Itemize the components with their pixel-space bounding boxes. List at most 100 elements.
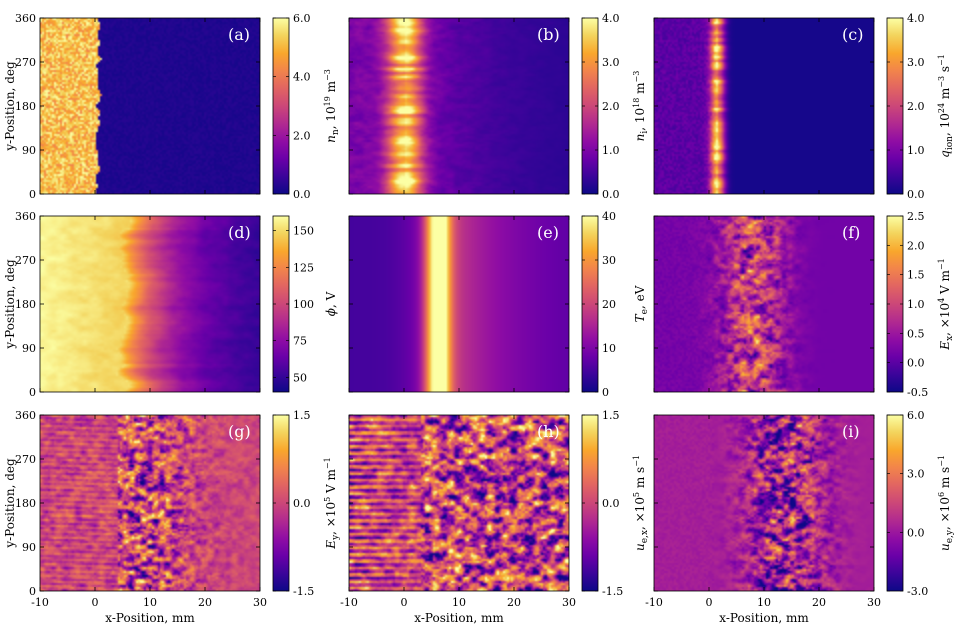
x-tick-label: 30 — [562, 596, 576, 609]
colorbar-tick-label: 150 — [293, 225, 314, 238]
colorbar-tick-label: 0.0 — [293, 188, 311, 201]
heatmap-image — [40, 216, 260, 392]
y-tick-label: 90 — [22, 342, 36, 355]
heatmap-image — [40, 18, 260, 194]
x-tick-label: -10 — [31, 596, 49, 609]
colorbar-tick-label: 4.0 — [293, 71, 311, 84]
y-tick-label: 270 — [15, 56, 36, 69]
colorbar-tick-label: 1.5 — [602, 409, 620, 422]
panel-label: (c) — [842, 25, 863, 44]
colorbar-label: ue,x, ×105 m s−1 — [632, 455, 650, 551]
colorbar-tick-label: 3.0 — [907, 468, 925, 481]
colorbar-tick-label: 1.0 — [907, 298, 925, 311]
colorbar-tick-label: 30 — [602, 254, 616, 267]
heatmap-image — [349, 216, 569, 392]
y-tick-label: 180 — [15, 298, 36, 311]
colorbar — [886, 414, 904, 592]
colorbar-tick-label: 100 — [293, 298, 314, 311]
y-tick-label: 270 — [15, 453, 36, 466]
y-tick-label: 90 — [22, 541, 36, 554]
panel-f: (f) -0.5 0.0 0.5 1.0 1.5 2.0 2.5 Ex, ×104 V m−1 — [653, 210, 954, 399]
x-tick-label: 10 — [757, 596, 771, 609]
colorbar-tick-label: 2.0 — [602, 100, 620, 113]
y-tick-label: 270 — [15, 254, 36, 267]
y-tick-label: 90 — [22, 144, 36, 157]
panel-e: (e) 0 10 20 30 40 Te, eV — [348, 210, 650, 399]
colorbar-tick-label: -1.5 — [602, 585, 623, 598]
colorbar-tick-label: 4.0 — [907, 12, 925, 25]
x-tick-label: -10 — [340, 596, 358, 609]
heatmap-image — [349, 18, 569, 194]
heatmap-image — [654, 216, 874, 392]
panel-i: (i) -10 0 10 20 30 x-Position, mm -3.0 0.0 3.0 6.0… — [645, 409, 954, 625]
colorbar-tick-label: 0.5 — [907, 327, 925, 340]
colorbar-tick-label: 2.0 — [907, 239, 925, 252]
y-axis-label: y-Position, deg — [3, 458, 17, 549]
y-tick-label: 360 — [15, 210, 36, 223]
panel-label: (b) — [537, 25, 560, 44]
panel-label: (f) — [842, 223, 860, 242]
y-tick-label: 180 — [15, 497, 36, 510]
colorbar-tick-label: 2.0 — [293, 129, 311, 142]
colorbar-tick-label: -0.5 — [907, 386, 928, 399]
colorbar-label: ϕ, V — [324, 291, 338, 316]
panel-h: (h) -10 0 10 20 30 x-Position, mm -1.5 0.0 1.5 ue,… — [340, 409, 650, 625]
x-axis-label: x-Position, mm — [105, 611, 195, 625]
colorbar-tick-label: 40 — [602, 210, 616, 223]
colorbar-tick-label: 4.0 — [602, 12, 620, 25]
y-tick-label: 0 — [29, 585, 36, 598]
colorbar-tick-label: 3.0 — [602, 56, 620, 69]
x-tick-label: -10 — [645, 596, 663, 609]
colorbar-label: Ey, ×105 V m−1 — [323, 457, 341, 549]
panel-label: (e) — [537, 223, 559, 242]
colorbar-tick-label: 0.0 — [602, 188, 620, 201]
x-tick-label: 10 — [452, 596, 466, 609]
y-tick-label: 0 — [29, 188, 36, 201]
colorbar-tick-label: 1.0 — [907, 144, 925, 157]
panel-label: (h) — [537, 422, 560, 441]
colorbar-tick-label: 6.0 — [907, 409, 925, 422]
colorbar-tick-label: 125 — [293, 261, 314, 274]
colorbar-tick-label: 20 — [602, 298, 616, 311]
colorbar-tick-label: 1.5 — [293, 409, 311, 422]
x-tick-label: 30 — [867, 596, 881, 609]
x-tick-label: 10 — [143, 596, 157, 609]
y-tick-label: 180 — [15, 100, 36, 113]
x-tick-label: 20 — [507, 596, 521, 609]
colorbar-label: nn, 1019 m−3 — [323, 69, 341, 143]
y-tick-label: 360 — [15, 12, 36, 25]
colorbar-tick-label: 0.0 — [293, 497, 311, 510]
colorbar — [272, 17, 290, 195]
x-tick-label: 0 — [401, 596, 408, 609]
colorbar-tick-label: 0.0 — [907, 188, 925, 201]
panel-label: (d) — [228, 223, 251, 242]
x-tick-label: 0 — [706, 596, 713, 609]
colorbar-label: qion, 1024 m−3 s−1 — [937, 54, 954, 158]
panel-d: (d) 0 90 180 270 360 y-Position, deg 50 75 100 125… — [3, 210, 338, 399]
y-axis-label: y-Position, deg — [3, 259, 17, 350]
x-tick-label: 0 — [92, 596, 99, 609]
x-axis-label: x-Position, mm — [414, 611, 504, 625]
colorbar-tick-label: 0.0 — [907, 526, 925, 539]
y-axis-label: y-Position, deg — [3, 61, 17, 152]
colorbar-label: Te, eV — [633, 285, 650, 322]
x-tick-label: 20 — [198, 596, 212, 609]
colorbar-tick-label: 1.5 — [907, 269, 925, 282]
x-tick-label: 20 — [812, 596, 826, 609]
colorbar-tick-label: 0.0 — [602, 497, 620, 510]
colorbar-tick-label: 2.0 — [907, 100, 925, 113]
colorbar-tick-label: 75 — [293, 335, 307, 348]
colorbar-tick-label: 6.0 — [293, 12, 311, 25]
panel-b: (b) 0.0 1.0 2.0 3.0 4.0 ni, 1018 m−3 — [348, 12, 650, 201]
colorbar-tick-label: 0 — [602, 386, 609, 399]
x-tick-label: 30 — [253, 596, 267, 609]
colorbar-label: ue,y, ×106 m s−1 — [937, 455, 954, 551]
panel-label: (g) — [228, 422, 251, 441]
colorbar-tick-label: 1.0 — [602, 144, 620, 157]
colorbar-tick-label: 10 — [602, 342, 616, 355]
colorbar-label: Ex, ×104 V m−1 — [937, 258, 954, 350]
panel-label: (a) — [228, 25, 250, 44]
panel-a: (a) 0 90 180 270 360 y-Position, deg 0.0 2.0 4.0 6… — [3, 12, 341, 201]
